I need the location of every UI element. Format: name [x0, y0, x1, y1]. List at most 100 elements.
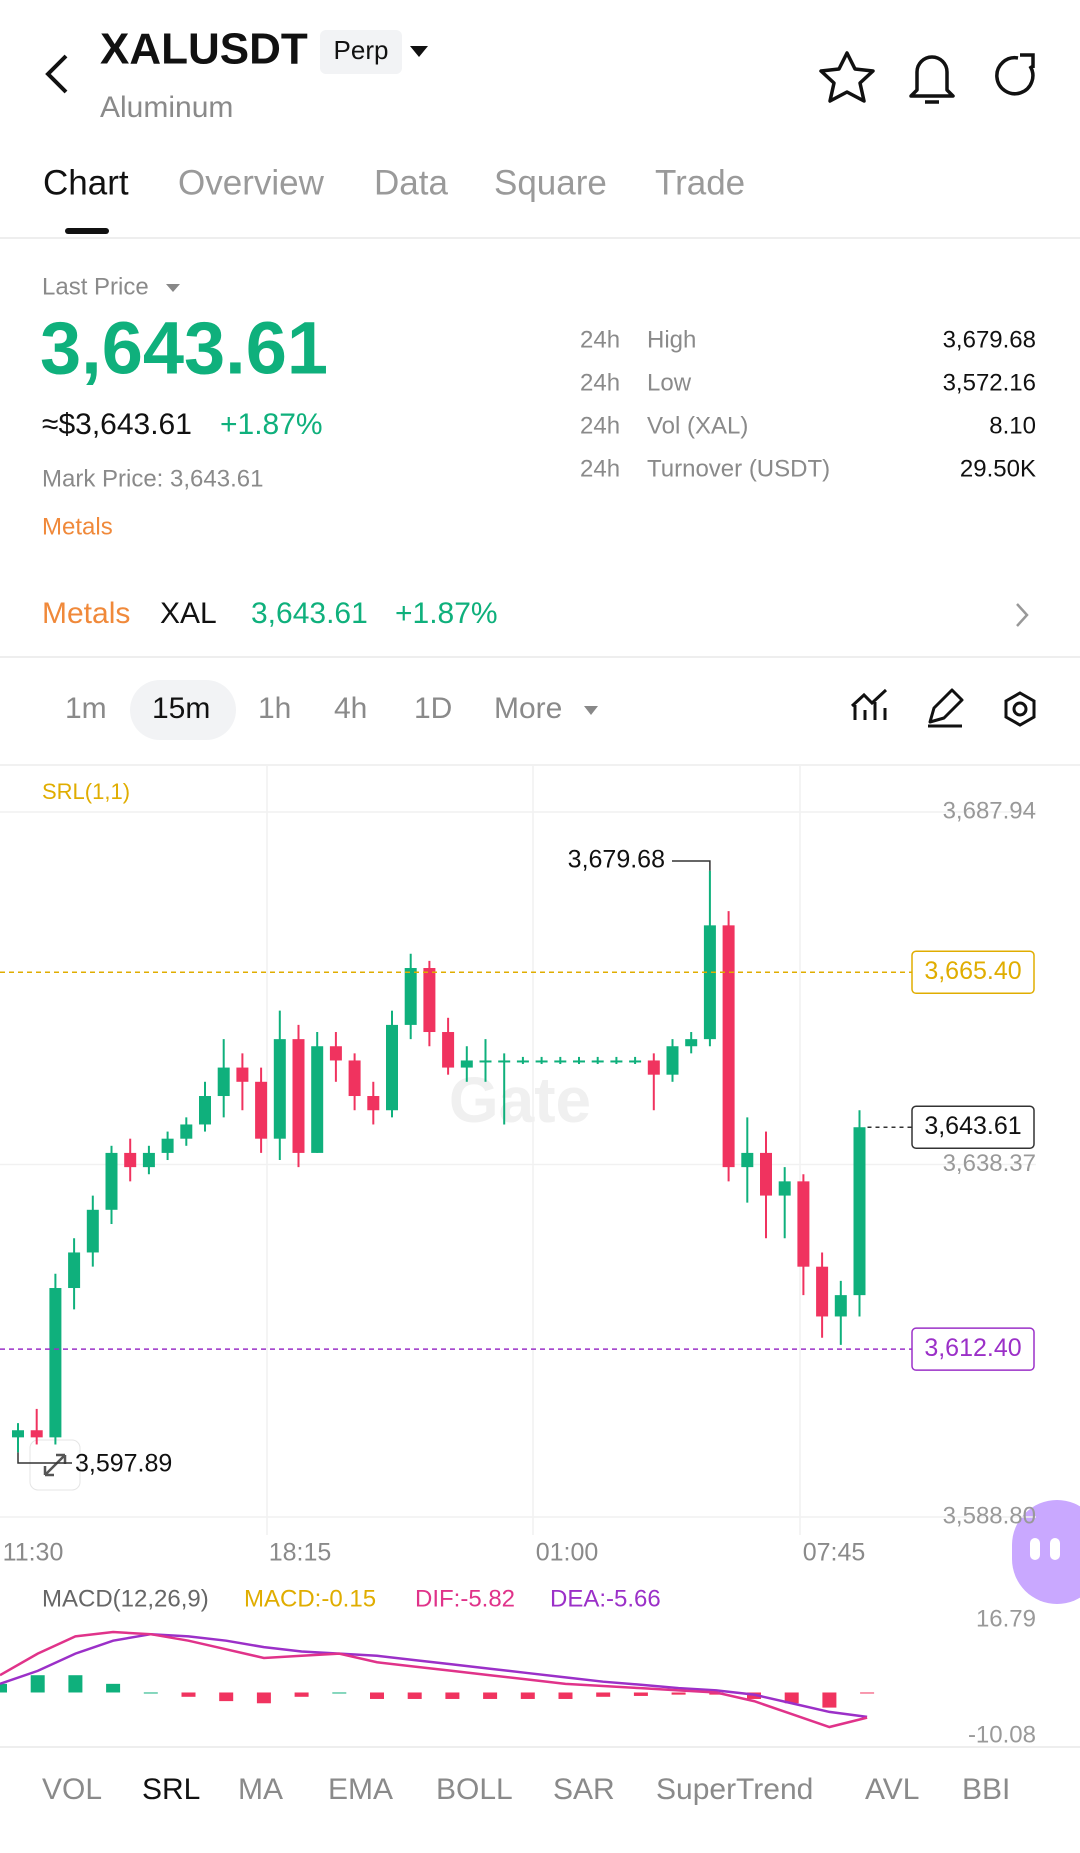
candle-body: [703, 925, 716, 1040]
dea-value: DEA:-5.66: [550, 1585, 661, 1612]
candle-body: [386, 1024, 398, 1111]
stat-label: Vol (XAL): [647, 412, 748, 439]
macd-title: MACD(12,26,9): [42, 1585, 209, 1612]
price-line-label: 3,612.40: [924, 1334, 1021, 1362]
settings-icon[interactable]: [1012, 701, 1028, 717]
candle-body: [834, 1295, 847, 1317]
tab-indicator: [65, 228, 109, 234]
dropdown-arrow[interactable]: [166, 284, 180, 292]
candle-body: [329, 1046, 342, 1061]
candle-body: [516, 1060, 529, 1063]
macd-histogram: [106, 1683, 121, 1693]
macd-histogram: [633, 1692, 648, 1696]
x-tick-label: 11:30: [3, 1539, 64, 1567]
high-label: 3,679.68: [568, 846, 665, 874]
candle-body: [722, 925, 735, 1168]
high-marker: [672, 860, 711, 871]
draw-icon[interactable]: [928, 688, 964, 728]
macd-histogram: [483, 1692, 498, 1699]
interval[interactable]: 4h: [334, 692, 367, 725]
indicator-tab[interactable]: BBI: [962, 1773, 1010, 1806]
dif-value: DIF:-5.82: [415, 1585, 515, 1612]
indicator-tab[interactable]: MA: [238, 1773, 283, 1806]
macd-histogram: [0, 1683, 7, 1693]
chevron[interactable]: [1016, 603, 1029, 627]
alert-icon[interactable]: [909, 55, 955, 104]
dropdown-arrow[interactable]: [410, 46, 428, 57]
assistant-eye: [1050, 1538, 1060, 1560]
indicator-tab[interactable]: VOL: [42, 1773, 102, 1806]
price-line-label: 3,665.40: [924, 957, 1021, 985]
candle-body: [741, 1152, 754, 1168]
interval[interactable]: 1D: [414, 692, 452, 725]
candle-body: [778, 1181, 791, 1196]
settings-icon[interactable]: [1004, 691, 1036, 727]
tab[interactable]: Chart: [43, 163, 129, 202]
symbol: XALUSDT: [100, 25, 308, 74]
stat-value: 8.10: [989, 412, 1036, 439]
tab[interactable]: Overview: [178, 163, 325, 202]
candle-body: [348, 1060, 361, 1097]
candle-body: [554, 1060, 567, 1063]
stat-value: 3,679.68: [943, 326, 1036, 353]
candle-body: [816, 1266, 829, 1317]
y-tick-label: -10.08: [968, 1721, 1036, 1748]
stat-period: 24h: [580, 326, 620, 353]
indicator-tab[interactable]: SuperTrend: [656, 1773, 813, 1806]
price-line-box: [911, 1327, 1035, 1371]
interval[interactable]: More: [494, 692, 562, 725]
favorite-icon[interactable]: [819, 51, 875, 103]
indicator-icon[interactable]: [850, 688, 888, 720]
index-change: +1.87%: [395, 597, 498, 630]
perp-badge[interactable]: [320, 30, 402, 74]
tab[interactable]: Trade: [655, 163, 745, 202]
stat-label: Turnover (USDT): [647, 455, 830, 482]
indicator-tab[interactable]: SAR: [553, 1773, 615, 1806]
candle-body: [12, 1430, 24, 1438]
candle-body: [49, 1288, 62, 1438]
stat-value: 29.50K: [960, 455, 1036, 482]
interval[interactable]: 1h: [258, 692, 291, 725]
candle-body: [292, 1039, 305, 1153]
indicator-label: SRL(1,1): [42, 779, 130, 804]
back-button[interactable]: [45, 54, 68, 94]
stat-value: 3,572.16: [943, 369, 1036, 396]
dropdown-arrow[interactable]: [584, 706, 598, 715]
indicator-tab[interactable]: BOLL: [436, 1773, 513, 1806]
macd-histogram: [294, 1692, 309, 1697]
index-price: 3,643.61: [251, 597, 368, 630]
indicator-tab[interactable]: AVL: [865, 1773, 919, 1806]
watermark: Gate: [449, 1064, 591, 1136]
x-tick-label: 18:15: [269, 1539, 332, 1567]
interval[interactable]: 15m: [152, 692, 210, 725]
fullscreen-icon[interactable]: [43, 1453, 67, 1477]
macd-histogram: [445, 1692, 460, 1699]
candle-body: [479, 1060, 492, 1063]
assistant-bubble[interactable]: [1012, 1500, 1080, 1604]
stat-period: 24h: [580, 455, 620, 482]
indicator-tab[interactable]: EMA: [328, 1773, 393, 1806]
x-tick-label: 07:45: [803, 1539, 866, 1567]
price-line-box: [911, 950, 1035, 995]
candle-body: [498, 1060, 511, 1063]
candle-body: [161, 1138, 174, 1153]
candle-body: [629, 1060, 642, 1063]
candle-body: [86, 1209, 99, 1253]
macd-histogram: [520, 1692, 535, 1699]
tab[interactable]: Data: [374, 163, 448, 202]
indicator-tab[interactable]: SRL: [142, 1773, 200, 1806]
stat-period: 24h: [580, 369, 620, 396]
macd-histogram: [370, 1692, 384, 1699]
interval[interactable]: 1m: [65, 692, 107, 725]
dea-line: [0, 1632, 868, 1719]
macd-histogram: [784, 1692, 799, 1704]
macd-histogram: [332, 1692, 347, 1694]
share-icon[interactable]: [995, 53, 1035, 96]
last-price-box: [911, 1105, 1035, 1149]
tab[interactable]: Square: [494, 163, 607, 202]
candle-body: [105, 1152, 118, 1210]
macd-histogram: [68, 1675, 83, 1693]
macd-histogram: [30, 1675, 45, 1693]
candle-body: [442, 1032, 455, 1068]
